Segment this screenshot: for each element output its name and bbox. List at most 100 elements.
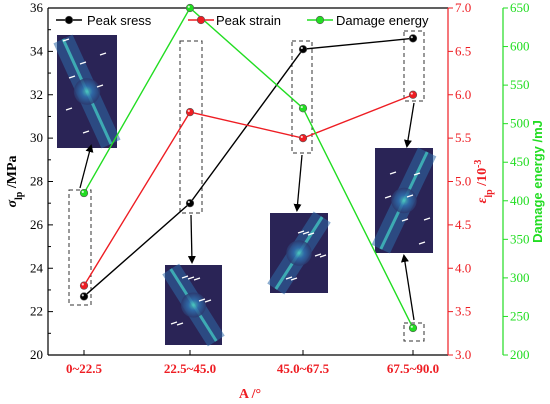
legend: Peak sress Peak strain Damage energy: [56, 13, 429, 28]
legend-item: Peak sress: [56, 13, 152, 28]
crack-mark: [65, 107, 73, 111]
strain-tick-label: 5.0: [455, 174, 471, 189]
legend-marker: [315, 15, 325, 25]
series-line: [83, 37, 414, 297]
crack-mark: [314, 253, 322, 257]
left-tick-label: 24: [30, 260, 44, 275]
damage-hotspot: [73, 78, 101, 105]
crack-mark: [297, 230, 305, 234]
crack-mark: [423, 217, 431, 221]
dashed-box: [179, 40, 203, 214]
series-peak-sress: [79, 34, 418, 301]
damage-hotspot: [180, 292, 207, 318]
dashed-box: [403, 30, 425, 102]
strain-tick-label: 5.5: [455, 130, 471, 145]
crack-mark: [290, 277, 298, 281]
crack-mark: [96, 84, 104, 88]
crack-mark: [187, 276, 195, 280]
data-point: [185, 107, 195, 117]
strain-tick-label: 4.5: [455, 217, 471, 232]
left-tick-label: 26: [30, 217, 44, 232]
legend-item: Peak strain: [188, 13, 281, 28]
strain-tick-label: 6.0: [455, 87, 471, 102]
energy-tick-label: 200: [510, 347, 530, 362]
crack-mark: [401, 218, 409, 222]
left-tick-label: 28: [30, 174, 43, 189]
axes: 20 22 24 26 28 30 32 34 36 3.0 3.5 4.0 4.5 5.0 5.5 6.0 6…: [5, 0, 545, 402]
damage-hotspot: [391, 187, 417, 214]
data-point: [185, 199, 195, 208]
pointer-arrow: [404, 102, 415, 148]
series-line: [83, 94, 414, 286]
energy-tick-label: 600: [510, 39, 530, 54]
specimen-image: [267, 211, 331, 295]
data-point-highlight: [410, 92, 413, 95]
energy-axis-label: Damage energy /mJ: [530, 120, 545, 243]
left-tick-label: 20: [30, 347, 43, 362]
legend-label: Damage energy: [336, 13, 429, 28]
damage-hotspot: [286, 240, 312, 266]
data-point-highlight: [410, 325, 413, 328]
crack-mark: [302, 231, 310, 235]
pointer-arrow: [79, 144, 94, 189]
legend-marker: [64, 15, 74, 25]
crack-mark: [82, 130, 90, 134]
crack-mark: [170, 321, 178, 325]
data-point: [79, 188, 89, 198]
pointer-arrow: [187, 214, 196, 264]
crack-mark: [418, 241, 426, 245]
dashed-box: [403, 322, 425, 342]
energy-tick-label: 650: [510, 0, 530, 15]
legend-label: Peak strain: [216, 13, 281, 28]
series-damage-energy: [79, 3, 418, 333]
data-point: [408, 90, 418, 99]
data-point: [185, 3, 195, 13]
energy-tick-label: 500: [510, 116, 530, 131]
data-point-highlight: [410, 36, 413, 39]
legend-marker: [196, 15, 206, 25]
specimen-image: [53, 34, 121, 149]
crack-mark: [79, 61, 87, 65]
strain-tick-label: 6.5: [455, 43, 471, 58]
left-tick-label: 34: [30, 43, 44, 58]
strain-tick-label: 3.5: [455, 304, 471, 319]
strain-tick-label: 3.0: [455, 347, 471, 362]
crack-mark: [384, 195, 392, 199]
annotations: [68, 30, 425, 342]
data-point: [408, 323, 418, 333]
legend-item: Damage energy: [307, 13, 429, 28]
crack-mark: [413, 172, 421, 176]
strain-tick-label: 4.0: [455, 260, 471, 275]
data-point-highlight: [187, 109, 190, 112]
energy-tick-label: 450: [510, 154, 530, 169]
data-point-highlight: [187, 5, 190, 8]
strain-axis-label: εlp /10-3: [473, 160, 495, 204]
crack-mark: [204, 299, 212, 303]
dashed-box: [291, 40, 313, 154]
energy-tick-label: 250: [510, 308, 530, 323]
x-tick-label: 22.5~45.0: [164, 361, 216, 376]
pointer-arrow: [293, 154, 303, 212]
specimen-images: [53, 34, 437, 347]
data-point-highlight: [300, 135, 303, 139]
energy-tick-label: 400: [510, 193, 530, 208]
x-tick-label: 45.0~67.5: [277, 361, 330, 376]
data-point-highlight: [81, 283, 84, 286]
left-tick-label: 32: [30, 87, 43, 102]
dashed-box: [68, 189, 92, 306]
crack-mark: [62, 38, 70, 42]
specimen-image: [162, 263, 225, 347]
data-point: [79, 292, 89, 301]
left-tick-label: 36: [30, 0, 44, 15]
x-axis-label: A /°: [239, 387, 261, 402]
crack-mark: [285, 276, 293, 280]
data-point: [408, 34, 418, 43]
pointer-arrow: [400, 254, 415, 321]
data-point: [298, 134, 308, 143]
crack-mark: [176, 322, 184, 326]
specimen-image: [371, 147, 437, 254]
crack-mark: [307, 232, 315, 236]
crack-mark: [389, 171, 397, 175]
crack-mark: [319, 254, 327, 258]
